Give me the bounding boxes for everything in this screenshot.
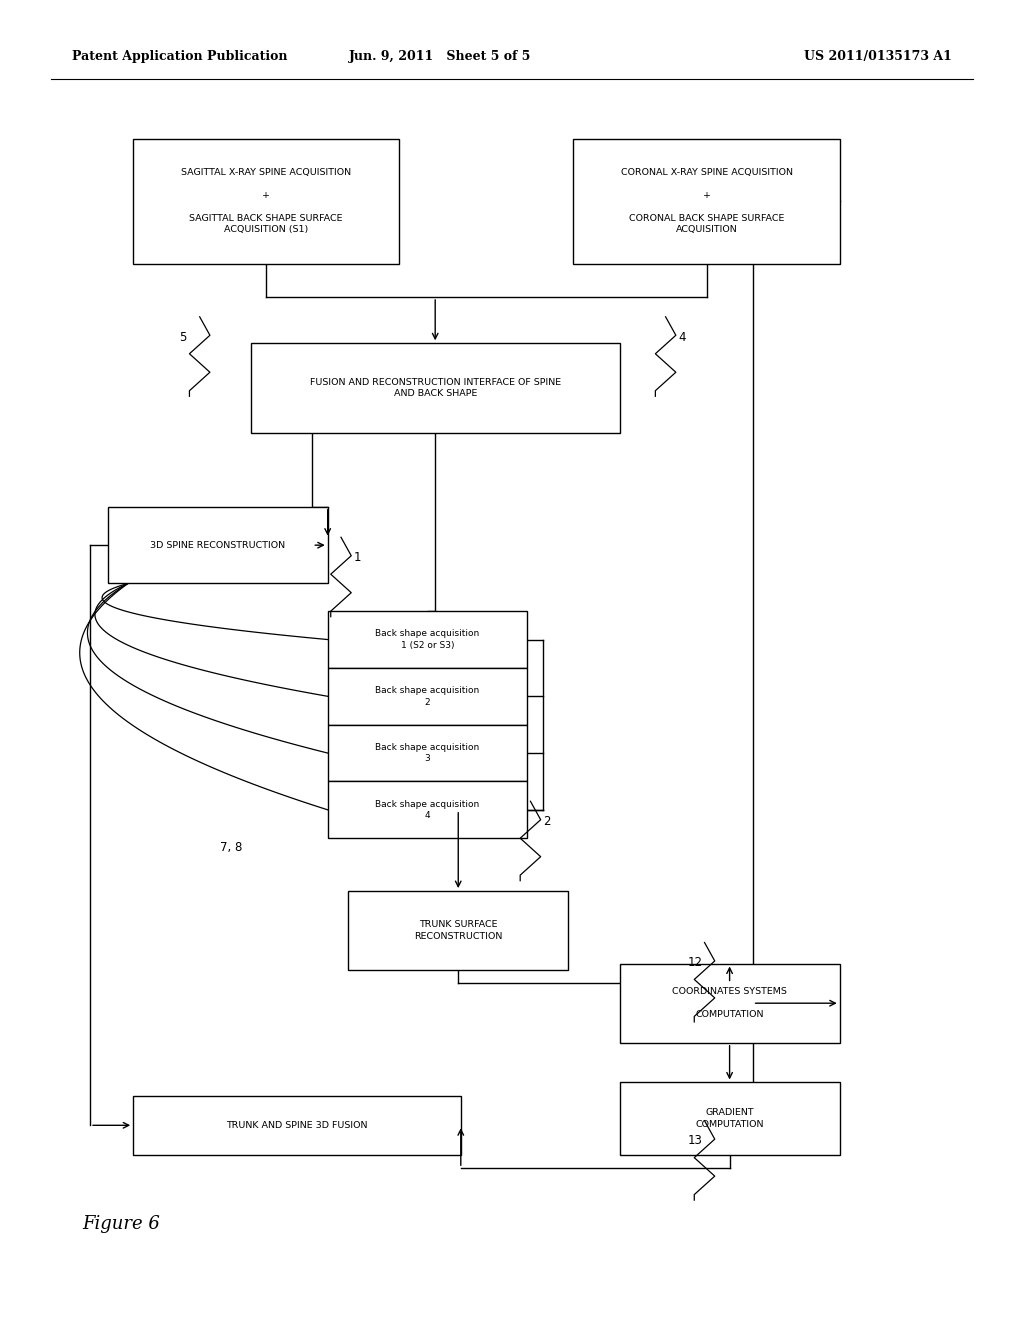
Bar [328,781,527,838]
Bar [328,725,527,781]
Text: GRADIENT
COMPUTATION: GRADIENT COMPUTATION [695,1109,764,1129]
Text: TRUNK SURFACE
RECONSTRUCTION: TRUNK SURFACE RECONSTRUCTION [414,920,503,941]
Text: Back shape acquisition
1 (S2 or S3): Back shape acquisition 1 (S2 or S3) [376,630,479,649]
Bar [251,343,620,433]
Bar [328,668,527,725]
Bar [108,507,328,583]
Bar [328,611,527,668]
Text: CORONAL X-RAY SPINE ACQUISITION

+

CORONAL BACK SHAPE SURFACE
ACQUISITION: CORONAL X-RAY SPINE ACQUISITION + CORONA… [621,168,793,235]
Text: Back shape acquisition
2: Back shape acquisition 2 [376,686,479,706]
Bar [573,139,840,264]
Text: 1: 1 [353,550,360,564]
Text: 12: 12 [688,956,703,969]
Text: 4: 4 [678,330,685,343]
Text: Patent Application Publication: Patent Application Publication [72,50,287,63]
Text: 13: 13 [688,1134,703,1147]
Text: 2: 2 [543,814,550,828]
Text: Back shape acquisition
4: Back shape acquisition 4 [376,800,479,820]
Text: SAGITTAL X-RAY SPINE ACQUISITION

+

SAGITTAL BACK SHAPE SURFACE
ACQUISITION (S1: SAGITTAL X-RAY SPINE ACQUISITION + SAGIT… [181,168,351,235]
Bar [133,139,399,264]
Text: COORDINATES SYSTEMS

COMPUTATION: COORDINATES SYSTEMS COMPUTATION [672,987,787,1019]
Bar [620,1082,840,1155]
Text: Figure 6: Figure 6 [82,1214,160,1233]
Text: 7, 8: 7, 8 [220,841,243,854]
Text: Back shape acquisition
3: Back shape acquisition 3 [376,743,479,763]
Text: 3D SPINE RECONSTRUCTION: 3D SPINE RECONSTRUCTION [151,541,285,549]
Text: 5: 5 [179,330,186,343]
Text: FUSION AND RECONSTRUCTION INTERFACE OF SPINE
AND BACK SHAPE: FUSION AND RECONSTRUCTION INTERFACE OF S… [309,378,561,399]
Bar [620,964,840,1043]
Text: TRUNK AND SPINE 3D FUSION: TRUNK AND SPINE 3D FUSION [226,1121,368,1130]
Text: Jun. 9, 2011   Sheet 5 of 5: Jun. 9, 2011 Sheet 5 of 5 [349,50,531,63]
Text: US 2011/0135173 A1: US 2011/0135173 A1 [805,50,952,63]
Bar [133,1096,461,1155]
Bar [348,891,568,970]
